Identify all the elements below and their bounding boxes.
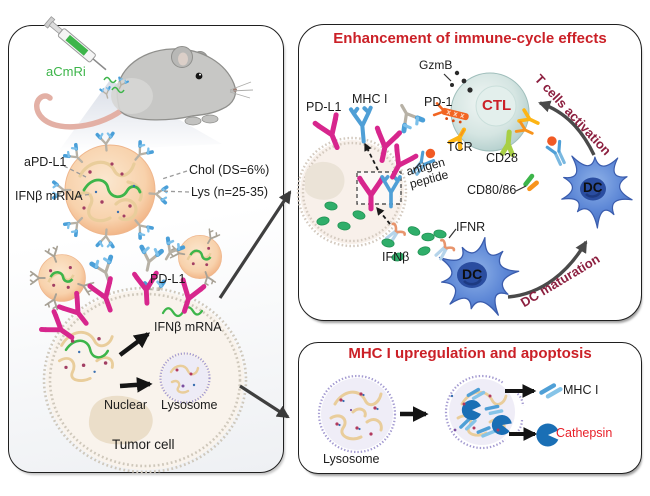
ctl-label: CTL bbox=[482, 97, 512, 114]
mouse-tail bbox=[34, 93, 125, 130]
lysosome-ruptured bbox=[444, 374, 525, 450]
cd80-86-label: CD80/86 bbox=[467, 183, 517, 197]
mouse-illustration bbox=[34, 16, 254, 130]
arrow-to-lysosome bbox=[119, 377, 153, 393]
cd28-label: CD28 bbox=[486, 151, 518, 165]
ctl-right-receptors bbox=[514, 108, 540, 135]
dc-cell-immature bbox=[406, 224, 525, 323]
gzmb-label: GzmB bbox=[419, 58, 453, 72]
cathepsin-label: Cathepsin bbox=[556, 426, 613, 440]
nucleus bbox=[88, 395, 153, 445]
dc-maturation-arrow bbox=[507, 240, 588, 299]
pdl1-tumor-label: PD-L1 bbox=[150, 272, 186, 286]
pd1-receptor bbox=[432, 102, 469, 124]
mouse-eye bbox=[195, 72, 203, 80]
ifnb-label: IFNβ bbox=[382, 250, 410, 264]
gzmb-granules bbox=[450, 70, 473, 93]
nanoparticle-small-2 bbox=[29, 245, 95, 311]
t-activation-arrow bbox=[538, 100, 596, 156]
lys-label: Lys (n=25-35) bbox=[191, 185, 269, 199]
mhc1-immune-label: MHC I bbox=[352, 92, 388, 106]
pdl1-immune-label: PD-L1 bbox=[306, 100, 342, 114]
lysosome-tumor-label: Lysosome bbox=[161, 398, 218, 412]
tumor-cell bbox=[41, 273, 248, 474]
syringe bbox=[43, 16, 107, 71]
dye-dots bbox=[335, 392, 379, 436]
tumor-lysosome bbox=[159, 352, 211, 404]
tumor-cell-immune bbox=[296, 100, 441, 263]
tcr-label: TCR bbox=[447, 140, 473, 154]
mhc1-icon bbox=[538, 380, 564, 402]
lysosome-apoptosis-label: Lysosome bbox=[323, 452, 380, 466]
ctl-cell bbox=[432, 70, 540, 157]
acmri-label: aCmRi bbox=[46, 64, 86, 79]
nanoparticle-small-1 bbox=[169, 228, 222, 288]
nuclear-label: Nuclear bbox=[104, 398, 148, 412]
apdl1-label: aPD-L1 bbox=[24, 155, 67, 169]
tumor-cell-label: Tumor cell bbox=[112, 437, 175, 452]
nanoparticle-large bbox=[51, 131, 169, 249]
label-leader-lines bbox=[63, 165, 190, 197]
dc-immature-label: DC bbox=[462, 266, 483, 282]
flow-arrows bbox=[218, 190, 292, 419]
cd80-86-molecules bbox=[523, 173, 539, 192]
antigen-leader bbox=[413, 162, 421, 171]
lysosome-intact bbox=[317, 374, 397, 454]
tcr-receptor bbox=[447, 127, 467, 151]
injection-site-particles bbox=[99, 76, 130, 101]
immune-panel-title: Enhancement of immune-cycle effects bbox=[333, 30, 607, 47]
cd28-receptor bbox=[499, 129, 515, 157]
chol-label: Chol (DS=6%) bbox=[189, 163, 270, 177]
ifnr-label: IFNR bbox=[456, 220, 486, 234]
apoptosis-panel-title: MHC I upregulation and apoptosis bbox=[348, 345, 592, 362]
expressed-mrna-label: IFNβ mRNA bbox=[154, 320, 222, 334]
pd1-label: PD-1 bbox=[424, 95, 453, 109]
mhc1-release-label: MHC I bbox=[563, 383, 599, 397]
dc-mature-label: DC bbox=[583, 180, 603, 195]
ifnb-mrna-label: IFNβ mRNA bbox=[15, 189, 83, 203]
arrow-to-mrna bbox=[118, 332, 151, 357]
dc-cell-mature bbox=[515, 132, 644, 237]
